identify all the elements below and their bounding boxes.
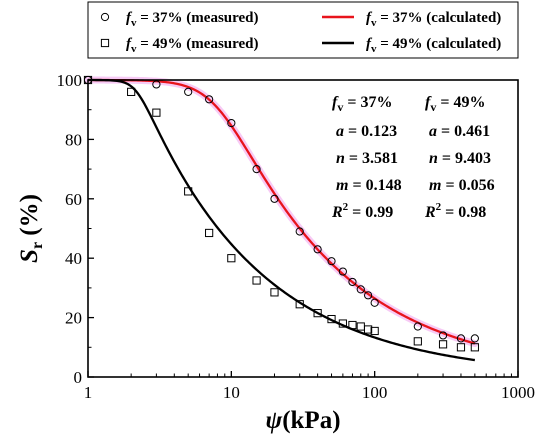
square-point-1-2 [152,108,161,117]
legend: fv = 37% (measured) fv = 37% (calculated)… [87,1,519,59]
square-point-1-11 [338,319,347,328]
curve-0 [87,78,476,345]
y-tick-label: 0 [74,368,83,387]
y-tick-label: 100 [57,71,83,90]
square-point-1-3 [184,187,193,196]
circle-point-0-8 [313,245,322,254]
x-axis-label: ψ(kPa) [265,407,340,434]
square-point-1-18 [456,343,466,352]
circle-point-0-1 [152,80,161,89]
param-m-value: m = 0.148 [336,177,402,194]
circle-point-0-10 [338,267,347,276]
curve-highlight-0 [84,76,479,348]
x-tick-label: 1000 [501,383,535,402]
circle-point-0-5 [252,165,261,174]
square-point-1-19 [470,343,479,352]
square-point-1-14 [364,325,373,334]
legend-entry: fv = 37% (measured) [126,10,259,29]
circle-point-0-11 [348,277,357,287]
y-tick-label: 40 [65,249,82,268]
circle-point-0-9 [327,257,336,266]
y-tick-label: 20 [65,309,82,328]
param-R-value: R2 = 0.98 [424,201,486,221]
square-point-1-4 [205,228,214,238]
curves [84,76,479,362]
square-point-1-10 [327,314,336,324]
y-axis-label: Sr (%) [16,194,46,263]
x-tick-label: 1 [84,383,93,402]
x-tick-label: 100 [362,383,388,402]
y-tick-label: 80 [65,130,82,149]
param-n-value: n = 9.403 [429,150,491,167]
legend-box [87,1,519,59]
circle-point-0-12 [356,285,365,294]
axis-labels: ψ(kPa) Sr (%) [16,194,341,434]
circle-point-0-4 [227,118,236,128]
square-point-1-6 [252,276,261,285]
param-R-value: R2 = 0.99 [331,201,393,221]
circle-point-0-13 [364,291,373,300]
square-point-1-17 [438,340,448,349]
axes: 0 20 40 60 80 100 1 10 100 1000 [57,71,536,402]
square-point-1-7 [270,288,279,297]
circle-point-0-2 [184,87,193,96]
square-point-1-16 [413,337,422,346]
circle-point-0-16 [438,331,448,340]
legend-entry: fv = 37% (calculated) [366,10,501,29]
y-tick-label: 60 [65,190,82,209]
parameter-table: fv = 37% fv = 49% a = 0.123 a = 0.461 n = 3.… [331,94,495,221]
circle-point-0-6 [270,194,279,203]
circle-point-0-3 [205,95,214,104]
square-point-1-1 [127,87,136,96]
legend-circle-marker [100,12,110,22]
square-point-1-15 [370,326,379,336]
param-header: fv = 49% [425,94,485,114]
legend-entry: fv = 49% (measured) [126,36,259,55]
legend-square-marker [100,38,110,48]
circle-point-0-17 [456,334,466,343]
square-point-1-5 [227,254,236,263]
circle-point-0-15 [413,322,422,331]
curve-1 [88,78,476,362]
legend-entry: fv = 49% (calculated) [366,36,501,55]
circle-point-0-14 [370,298,379,307]
circle-point-0-18 [470,334,479,343]
param-a-value: a = 0.123 [336,123,397,140]
square-point-1-8 [295,300,304,309]
param-n-value: n = 3.581 [336,150,398,167]
square-point-1-9 [313,309,322,318]
square-point-1-12 [348,320,357,330]
param-header: fv = 37% [332,94,392,114]
param-m-value: m = 0.056 [429,177,495,194]
data-points [83,75,479,352]
param-a-value: a = 0.461 [429,123,490,140]
x-tick-label: 10 [223,383,240,402]
circle-point-0-7 [295,227,304,236]
square-point-1-13 [356,322,365,331]
